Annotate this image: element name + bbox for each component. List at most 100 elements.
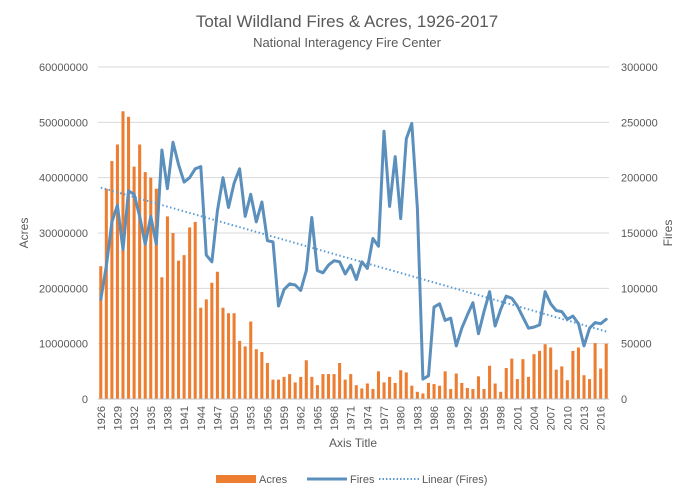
acres-bar [571, 350, 575, 399]
acres-bar [443, 371, 447, 399]
x-tick-label: 1977 [379, 406, 391, 430]
acres-bar [165, 216, 169, 399]
acres-bar [404, 372, 408, 399]
x-tick-label: 1938 [162, 406, 174, 430]
acres-bar [326, 374, 331, 399]
y-tick-label: 40000000 [39, 173, 88, 185]
x-tick-label: 1929 [112, 406, 124, 430]
legend-acres-label: Acres [259, 474, 288, 486]
acres-bar [143, 172, 147, 399]
acres-bar [276, 379, 281, 399]
acres-bar [549, 347, 553, 399]
chart-title: Total Wildland Fires & Acres, 1926-2017 [196, 12, 498, 31]
fires-trendline-path [100, 186, 607, 333]
x-tick-label: 1962 [296, 406, 308, 430]
legend-fires-label: Fires [350, 474, 375, 486]
acres-bar [199, 307, 203, 399]
acres-bar [460, 382, 464, 399]
acres-bar [232, 313, 236, 399]
legend-acres-swatch [216, 475, 256, 483]
acres-bar [515, 379, 519, 399]
gridlines [98, 66, 609, 400]
acres-bar [282, 376, 286, 399]
acres-bar [432, 384, 436, 399]
acres-bar [154, 188, 158, 399]
acres-bar [449, 389, 453, 399]
acres-bar [288, 374, 292, 399]
y-tick-label: 50000000 [39, 117, 88, 129]
acres-bar [576, 347, 580, 399]
x-tick-label: 1986 [429, 406, 441, 430]
acres-bar [243, 346, 247, 399]
x-tick-label: 1956 [262, 406, 274, 430]
acres-bar [471, 389, 475, 399]
acres-bar [426, 382, 431, 399]
acres-bar [399, 370, 403, 399]
acres-bar [221, 307, 225, 399]
x-tick-label: 1953 [246, 406, 258, 430]
acres-bar [332, 374, 336, 399]
acres-bar [465, 387, 469, 399]
x-tick-label: 1980 [396, 406, 408, 430]
fires-trendline [100, 186, 607, 333]
acres-bar [132, 166, 136, 399]
acres-bar [360, 388, 364, 399]
x-tick-label: 1947 [212, 406, 224, 430]
acres-bar [299, 376, 303, 399]
x-tick-label: 1941 [179, 406, 191, 430]
acres-bar [421, 393, 425, 399]
acres-bar [204, 299, 208, 399]
acres-bar [582, 375, 586, 399]
x-tick-label: 1950 [229, 406, 241, 430]
y2-tick-label: 100000 [621, 283, 658, 295]
y-tick-label: 10000000 [39, 339, 88, 351]
acres-bar [538, 350, 542, 399]
acres-bar [210, 282, 214, 399]
y2-tick-label: 0 [621, 394, 627, 406]
x-tick-label: 1983 [412, 406, 424, 430]
acres-bar [338, 363, 342, 399]
acres-bar [376, 371, 381, 399]
acres-bar [138, 144, 142, 399]
acres-bar [310, 376, 314, 399]
x-tick-label: 2016 [596, 406, 608, 430]
x-tick-label: 1932 [129, 406, 141, 430]
x-tick-label: 1992 [462, 406, 474, 430]
acres-bar [249, 321, 253, 399]
acres-bar [499, 391, 503, 399]
acres-bar [349, 374, 353, 399]
y-tick-label: 60000000 [39, 62, 88, 74]
acres-bar [160, 277, 164, 399]
acres-bar [104, 188, 108, 399]
acres-bar [315, 385, 319, 399]
acres-bar [171, 233, 175, 399]
acres-bar [238, 340, 242, 399]
y-axis-title: Acres [17, 218, 31, 249]
acres-bar [260, 351, 264, 399]
legend-trend-label: Linear (Fires) [422, 474, 487, 486]
x-tick-label: 1935 [146, 406, 158, 430]
axes: 0 10000000 20000000 30000000 40000000 5000000… [39, 62, 658, 430]
acres-bar [254, 349, 258, 399]
acres-bar [521, 359, 525, 399]
x-tick-label: 1968 [329, 406, 341, 430]
acres-bar [604, 343, 608, 399]
x-tick-label: 1998 [496, 406, 508, 430]
acres-bar [127, 116, 131, 400]
acres-bar [588, 379, 592, 399]
acres-bar [504, 368, 508, 399]
x-tick-label: 1974 [362, 406, 374, 430]
acres-bar [99, 266, 103, 399]
y-tick-label: 30000000 [39, 228, 88, 240]
acres-bar [226, 313, 231, 399]
acres-bar [593, 343, 597, 399]
acres-bar [293, 382, 297, 399]
acres-bar [454, 373, 458, 399]
acres-bar [599, 368, 603, 399]
acres-bar [265, 363, 269, 399]
x-tick-label: 2013 [579, 406, 591, 430]
acres-bar [354, 385, 358, 399]
acres-bar [182, 255, 186, 399]
x-tick-label: 1944 [196, 406, 208, 430]
